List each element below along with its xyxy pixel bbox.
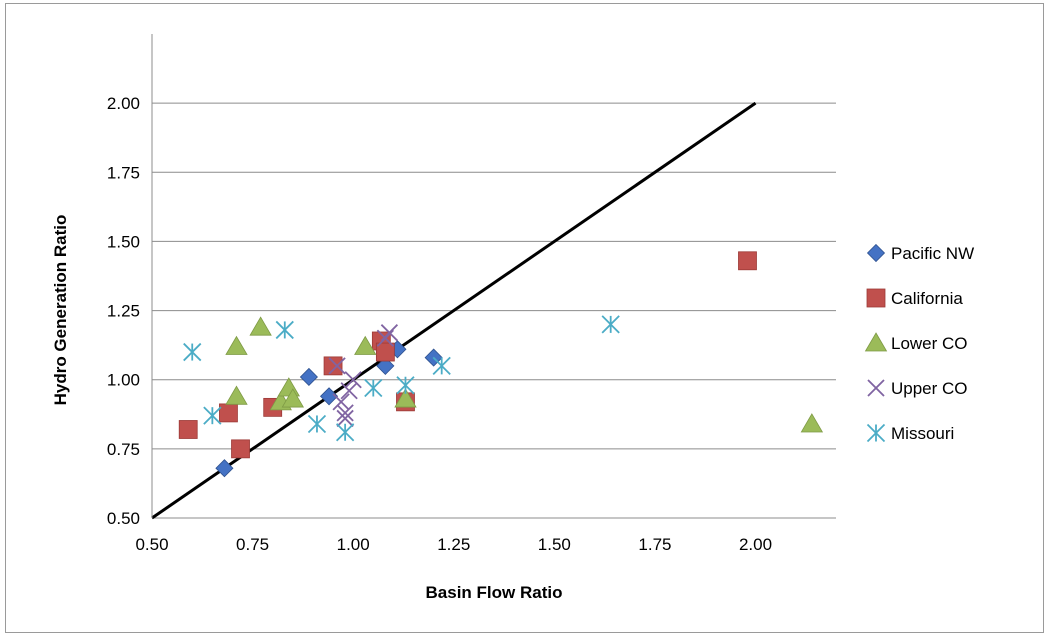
data-point [323, 356, 343, 376]
data-point [275, 320, 294, 340]
data-point [800, 413, 824, 433]
legend-marker [867, 379, 885, 397]
data-point [344, 371, 362, 389]
data-point [380, 324, 399, 342]
data-point [332, 393, 350, 411]
data-point [203, 406, 222, 425]
series-2 [225, 316, 824, 433]
y-axis-tick-labels: 0.50 0.75 1.00 1.25 1.50 1.75 2.00 [107, 94, 140, 528]
legend-label: California [891, 289, 963, 308]
data-point [738, 251, 757, 271]
legend-label: Upper CO [891, 379, 968, 398]
y-tick-label: 0.50 [107, 509, 140, 528]
legend-marker [864, 332, 888, 352]
data-point [376, 356, 395, 375]
x-axis-tick-labels: 0.50 0.75 1.00 1.25 1.50 1.75 2.00 [135, 535, 772, 554]
x-axis-title: Basin Flow Ratio [426, 583, 563, 602]
x-tick-label: 1.75 [638, 535, 671, 554]
series-3 [328, 324, 399, 428]
data-point [281, 388, 305, 408]
data-point [178, 420, 198, 439]
x-tick-label: 0.50 [135, 535, 168, 554]
data-point [319, 387, 339, 406]
data-point [277, 377, 300, 397]
legend-item: California [866, 288, 963, 308]
legend-marker [866, 243, 886, 263]
data-point [335, 423, 355, 442]
data-point [340, 382, 358, 400]
legend-label: Pacific NW [891, 244, 974, 263]
data-point [396, 376, 415, 395]
data-points [178, 251, 824, 478]
data-point [375, 342, 395, 362]
data-point [354, 335, 377, 355]
gridlines [152, 102, 836, 519]
y-tick-label: 1.00 [107, 371, 140, 390]
data-point [231, 439, 250, 459]
legend: Pacific NW California Lower CO Upper CO Miss… [864, 243, 974, 443]
data-point [364, 378, 383, 398]
data-point [432, 356, 451, 376]
y-tick-label: 1.50 [107, 232, 140, 251]
series-0 [215, 340, 443, 478]
reference-line-group [151, 101, 757, 520]
legend-label: Lower CO [891, 334, 968, 353]
series-1 [178, 251, 757, 459]
chart-area [5, 3, 1044, 633]
data-point [215, 459, 234, 478]
data-point [336, 404, 354, 422]
legend-item: Pacific NW [866, 243, 974, 263]
y-tick-label: 1.75 [107, 163, 140, 182]
data-point [249, 316, 272, 336]
legend-item: Missouri [866, 423, 954, 443]
data-point [336, 409, 354, 428]
data-point [601, 315, 620, 334]
data-point [225, 385, 248, 405]
x-tick-label: 0.75 [236, 535, 269, 554]
x-tick-label: 1.25 [437, 535, 470, 554]
x-tick-label: 2.00 [739, 535, 772, 554]
data-point [219, 403, 238, 423]
reference-line [151, 101, 757, 520]
x-tick-label: 1.50 [538, 535, 571, 554]
y-tick-label: 1.25 [107, 302, 140, 321]
y-axis-title: Hydro Generation Ratio [51, 215, 70, 406]
data-point [307, 414, 327, 434]
y-tick-label: 2.00 [107, 94, 140, 113]
legend-item: Upper CO [867, 379, 968, 398]
data-point [299, 367, 318, 387]
legend-marker [866, 423, 886, 443]
y-tick-label: 0.75 [107, 440, 140, 459]
x-tick-label: 1.00 [337, 535, 370, 554]
data-point [225, 335, 248, 355]
legend-marker [866, 288, 886, 308]
data-point [183, 342, 202, 362]
legend-item: Lower CO [864, 332, 968, 353]
data-point [328, 357, 346, 375]
series-4 [183, 315, 620, 442]
legend-label: Missouri [891, 424, 954, 443]
data-point [394, 388, 417, 408]
